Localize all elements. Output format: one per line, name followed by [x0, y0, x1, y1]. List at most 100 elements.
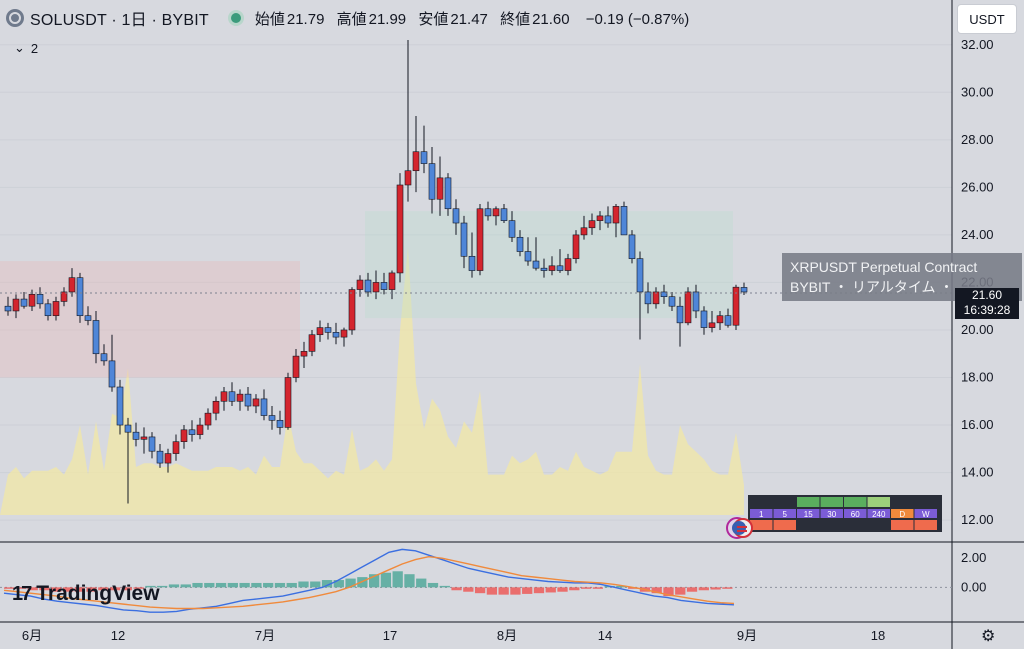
macd-histogram-bar: [157, 585, 168, 588]
macd-series-line: [3, 548, 735, 613]
indicator-count: 2: [30, 40, 39, 56]
candle-body: [84, 315, 92, 321]
y-tick-label: 14.00: [961, 465, 994, 480]
macd-histogram-bar: [522, 587, 533, 594]
macd-histogram-bar: [710, 587, 721, 590]
macd-histogram-bar: [109, 587, 121, 591]
macd-histogram-bar: [722, 587, 733, 589]
macd-histogram-bar: [180, 584, 191, 588]
macd-histogram-bar: [686, 587, 698, 592]
macd-histogram-bar: [663, 587, 674, 597]
macd-histogram-bar: [463, 587, 474, 592]
symbol-title[interactable]: SOLUSDT · 1日 · BYBIT: [30, 12, 209, 29]
mtf-cell: [914, 509, 937, 518]
candle-body: [300, 351, 308, 357]
candle-body: [324, 327, 332, 333]
candle-body: [476, 208, 484, 271]
candle-body: [636, 258, 644, 293]
x-tick-label: 8月: [497, 628, 517, 643]
mtf-trend-cell: [750, 520, 773, 530]
candle-body: [524, 251, 532, 262]
macd-histogram-bar: [474, 587, 486, 594]
macd-histogram-bar: [345, 578, 356, 588]
chevron-down-icon: ⌄: [14, 40, 25, 55]
tooltip-subtitle: BYBIT ・ リアルタイム ・: [790, 279, 954, 295]
macd-histogram-bar: [439, 585, 450, 588]
candle-body: [516, 236, 524, 252]
candle-body: [676, 305, 684, 324]
macd-histogram-bar: [498, 587, 509, 595]
candle-body: [4, 305, 12, 312]
candle-body: [580, 227, 588, 236]
candle-body: [412, 151, 420, 172]
candle-body: [548, 265, 556, 271]
macd-histogram-bar: [310, 581, 321, 588]
candle-body: [44, 303, 52, 317]
y-tick-label: 24.00: [961, 227, 994, 242]
mtf-trend-cell: [820, 497, 843, 507]
candle-body: [156, 450, 164, 464]
macd-y-tick-label: 0.00: [961, 579, 986, 594]
mtf-cell-label: 60: [851, 510, 860, 519]
open-value: 21.79: [286, 10, 325, 28]
open-label: 始値: [254, 10, 285, 28]
candle-body: [372, 282, 380, 293]
candle-body: [612, 206, 620, 224]
low-value: 21.47: [450, 10, 488, 28]
macd-histogram-bar: [675, 587, 686, 595]
indicators-toggle[interactable]: ⌄ 2: [14, 40, 38, 56]
candle-body: [492, 208, 500, 217]
candle-body: [164, 453, 172, 464]
mtf-cell-label: W: [922, 510, 930, 519]
mtf-cell: [820, 509, 843, 518]
macd-histogram-bar: [15, 587, 27, 589]
candle-body: [740, 287, 748, 293]
candle-body: [36, 294, 44, 305]
y-tick-label: 18.00: [961, 370, 994, 385]
candle-body: [148, 436, 156, 452]
macd-histogram-bar: [569, 587, 580, 591]
candle-body: [172, 441, 180, 454]
candle-body: [660, 291, 668, 297]
mtf-cell: [891, 509, 914, 518]
candle-body: [28, 294, 36, 307]
candle-body: [396, 184, 404, 274]
candle-body: [100, 353, 108, 362]
candle-body: [276, 419, 284, 428]
macd-histogram-bar: [286, 582, 297, 588]
mtf-cell: [844, 509, 867, 518]
low-label: 安値: [418, 10, 449, 28]
candle-body: [196, 424, 204, 435]
macd-histogram-bar: [168, 584, 180, 588]
macd-histogram-bar: [74, 587, 85, 592]
y-tick-label: 20.00: [961, 322, 994, 337]
macd-series-line: [3, 555, 735, 610]
macd-histogram-bar: [451, 587, 462, 591]
x-tick-label: 9月: [737, 628, 757, 643]
candle-body: [444, 177, 452, 210]
macd-histogram-bar: [62, 587, 74, 592]
mtf-trend-cell: [844, 497, 867, 507]
candle-body: [60, 291, 68, 302]
currency-select[interactable]: USDT: [957, 4, 1017, 34]
candle-body: [484, 208, 492, 217]
candle-body: [124, 424, 132, 433]
candle-body: [260, 398, 268, 416]
candle-body: [716, 315, 724, 324]
candle-body: [588, 220, 596, 229]
candle-body: [508, 220, 516, 238]
macd-histogram-bar: [557, 587, 568, 592]
mtf-cell-label: D: [899, 510, 905, 519]
range-band-upper: [365, 211, 733, 319]
candle-body: [684, 291, 692, 324]
candle-body: [620, 206, 628, 236]
macd-histogram-bar: [427, 582, 439, 588]
candle-body: [228, 391, 236, 402]
candle-body: [116, 386, 124, 426]
mtf-cell-label: 15: [804, 510, 813, 519]
tradingview-mark-icon: 17: [12, 582, 32, 605]
candle-body: [668, 296, 676, 307]
settings-gear-icon[interactable]: ⚙: [981, 628, 996, 645]
macd-histogram-bar: [27, 587, 38, 591]
